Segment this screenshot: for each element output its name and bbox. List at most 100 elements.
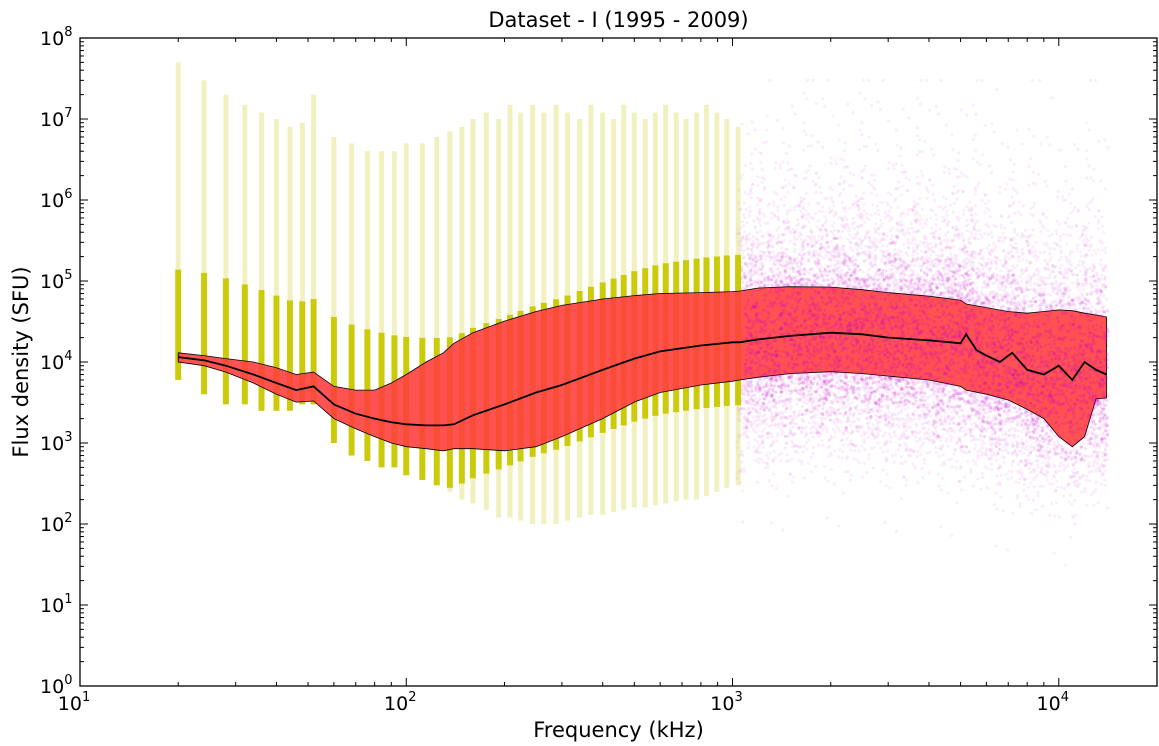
scatter-point-high (751, 258, 755, 262)
scatter-point-high (745, 435, 749, 439)
scatter-point-high (874, 263, 878, 267)
scatter-point-high (771, 459, 775, 463)
scatter-point-high (870, 103, 874, 108)
scatter-point-high (880, 222, 884, 226)
scatter-point-high (789, 405, 793, 409)
scatter-point-high (886, 406, 890, 411)
scatter-point-high (763, 283, 767, 287)
scatter-point-high (770, 245, 774, 249)
scatter-point-high (740, 244, 744, 249)
scatter-point-high (795, 402, 799, 406)
scatter-point-high (749, 397, 753, 401)
scatter-point-high (757, 383, 761, 387)
scatter-point-high (742, 224, 746, 228)
scatter-point-high (856, 408, 860, 412)
scatter-point-high (786, 190, 790, 194)
scatter-point-high (765, 432, 769, 436)
scatter-point-high (773, 262, 777, 266)
scatter-point-high (743, 191, 747, 195)
scatter-point-high (742, 393, 747, 397)
scatter-point-high (800, 216, 805, 220)
scatter-point-high (743, 387, 747, 391)
scatter-point-high (748, 231, 752, 236)
scatter-point-high (756, 418, 760, 422)
scatter-point-high (740, 252, 744, 256)
scatter-point-high (825, 196, 830, 200)
scatter-point-high (779, 379, 783, 383)
scatter-point-high (854, 194, 858, 199)
scatter-point-high (771, 439, 775, 444)
scatter-point-high (786, 225, 790, 229)
scatter-point-high (790, 104, 794, 108)
scatter-point-high (781, 378, 786, 383)
scatter-point-high (839, 157, 843, 161)
scatter-point-high (771, 244, 776, 249)
scatter-point-high (773, 380, 777, 384)
scatter-point-high (781, 404, 785, 408)
scatter-point-high (759, 404, 763, 408)
scatter-point-high (862, 259, 866, 264)
scatter-point-high (778, 270, 782, 274)
scatter-point-high (750, 252, 755, 257)
scatter-point-high (801, 247, 805, 251)
scatter-point-high (867, 229, 871, 233)
scatter-point-high (838, 182, 842, 186)
scatter-point-high (756, 241, 760, 245)
scatter-point-high (859, 223, 863, 227)
scatter-point-high (744, 264, 748, 268)
scatter-point-high (806, 144, 810, 149)
scatter-point-high (881, 450, 886, 454)
scatter-point-high (760, 264, 764, 268)
scatter-point-high (770, 279, 774, 283)
scatter-point-high (773, 417, 777, 422)
scatter-point-high (741, 427, 746, 431)
scatter-point-high (750, 255, 754, 259)
scatter-point-high (862, 168, 866, 172)
scatter-point-high (878, 218, 883, 223)
scatter-point-high (772, 405, 776, 409)
scatter-point-high (814, 464, 818, 469)
scatter-point-high (761, 419, 765, 424)
scatter-point-high (837, 251, 841, 255)
scatter-point-high (818, 242, 823, 247)
scatter-point-high (876, 149, 880, 153)
scatter-point-high (875, 239, 880, 243)
scatter-point-high (863, 447, 867, 451)
scatter-point-high (768, 405, 772, 410)
scatter-point-high (739, 176, 743, 180)
scatter-point-high (829, 436, 833, 440)
scatter-point-high (759, 160, 763, 164)
scatter-point-high (743, 385, 747, 389)
scatter-point-high (756, 183, 760, 188)
scatter-point-high (760, 405, 764, 409)
scatter-point-high (808, 271, 812, 276)
scatter-point-high (772, 254, 776, 258)
scatter-point-high (894, 197, 898, 201)
scatter-point-high (744, 207, 748, 212)
scatter-point-high (755, 230, 759, 234)
scatter-point-high (758, 281, 763, 285)
scatter-point-high (753, 260, 758, 264)
scatter-point-high (863, 250, 867, 254)
scatter-point-high (749, 247, 753, 252)
scatter-point-high (879, 420, 883, 424)
scatter-point-high (831, 187, 835, 192)
scatter-point-high (773, 273, 778, 277)
scatter-point-high (754, 449, 758, 453)
scatter-point-high (872, 277, 876, 281)
scatter-point-high (898, 154, 902, 158)
scatter-point-high (774, 410, 778, 414)
scatter-point-high (772, 259, 776, 263)
scatter-point-high (768, 383, 773, 387)
scatter-point-high (884, 456, 888, 460)
scatter-point-high (790, 167, 794, 171)
scatter-point-high (761, 414, 765, 418)
scatter-point-high (879, 107, 883, 112)
scatter-point-high (761, 262, 765, 266)
scatter-point-high (736, 436, 741, 440)
scatter-point-high (741, 392, 745, 396)
scatter-point-high (773, 166, 777, 171)
scatter-point-high (751, 235, 756, 239)
scatter-point-high (760, 441, 765, 445)
scatter-point-high (761, 391, 765, 395)
